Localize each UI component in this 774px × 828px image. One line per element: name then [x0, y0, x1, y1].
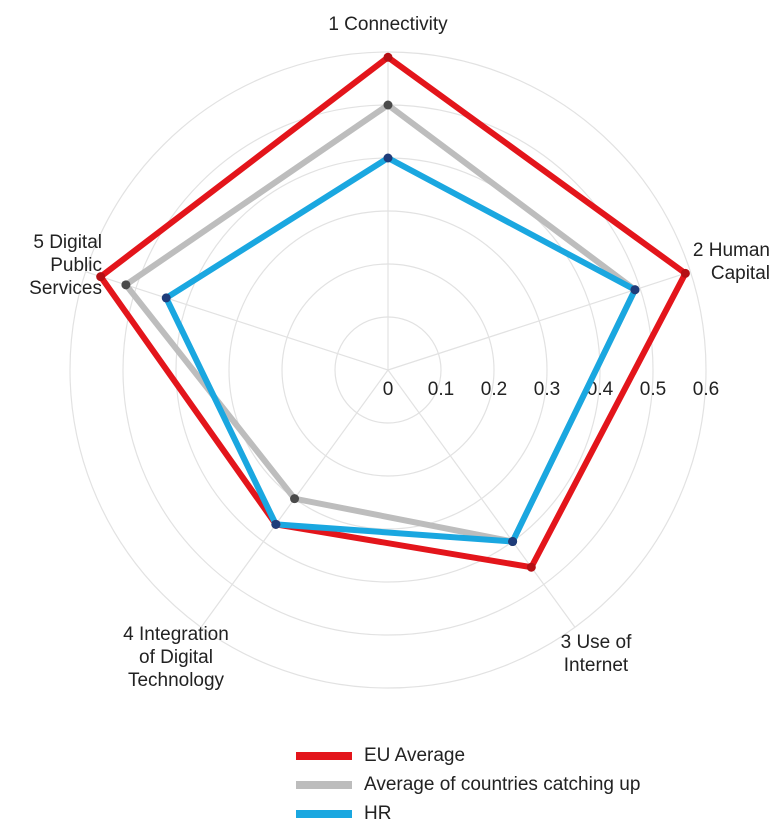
legend: EU Average Average of countries catching… [296, 741, 640, 828]
legend-swatch-catching-up [296, 780, 352, 789]
data-point-hr [508, 537, 518, 547]
tick-label: 0.5 [640, 379, 666, 400]
data-point-average-of-countries-catching-up [121, 280, 131, 290]
axis-label-5-digital-public-services: 5 Digital Public Services [29, 232, 102, 299]
data-point-eu-average [680, 268, 690, 278]
legend-label-catching-up: Average of countries catching up [364, 773, 641, 795]
legend-label-eu-average: EU Average [364, 744, 466, 766]
radar-series [96, 52, 690, 572]
radar-tick-labels: 0 0.1 0.2 0.3 0.4 0.5 0.6 [383, 379, 720, 400]
legend-item-eu-average: EU Average [296, 741, 640, 770]
tick-label: 0.2 [481, 379, 507, 400]
series-line-hr [162, 154, 639, 545]
data-point-hr [630, 285, 640, 295]
tick-label: 0.3 [534, 379, 560, 400]
data-point-hr [383, 153, 393, 163]
legend-label-hr: HR [364, 802, 392, 824]
axis-label-4-integration-of-digital-technology: 4 Integration of Digital Technology [123, 624, 229, 691]
legend-swatch-hr [296, 809, 352, 818]
legend-item-catching-up: Average of countries catching up [296, 770, 640, 799]
data-point-average-of-countries-catching-up [290, 494, 300, 504]
data-point-eu-average [383, 52, 393, 62]
axis-label-1-connectivity: 1 Connectivity [328, 14, 448, 35]
series-eu-average [96, 53, 690, 571]
radar-axis-labels: 1 Connectivity 2 Human Capital 3 Use of Inte… [29, 14, 770, 691]
tick-label: 0 [383, 379, 394, 400]
legend-item-hr: HR [296, 799, 640, 828]
tick-label: 0.6 [693, 379, 719, 400]
tick-label: 0.4 [587, 379, 614, 400]
data-point-hr [271, 519, 281, 529]
series-average-of-countries-catching-up [121, 101, 639, 545]
grid-spoke [387, 271, 691, 371]
axis-label-3-use-of-internet: 3 Use of Internet [561, 632, 632, 676]
tick-label: 0.1 [428, 379, 454, 400]
data-point-average-of-countries-catching-up [383, 100, 393, 110]
series-line-average-of-countries-catching-up [121, 101, 639, 545]
data-point-eu-average [96, 272, 106, 282]
data-point-hr [161, 293, 171, 303]
series-hr [162, 154, 639, 545]
axis-label-2-human-capital: 2 Human Capital [693, 240, 770, 284]
series-line-eu-average [96, 53, 690, 571]
data-point-eu-average [526, 562, 536, 572]
legend-swatch-eu-average [296, 751, 352, 760]
grid-spoke [85, 271, 389, 371]
grid-spoke [387, 369, 576, 628]
